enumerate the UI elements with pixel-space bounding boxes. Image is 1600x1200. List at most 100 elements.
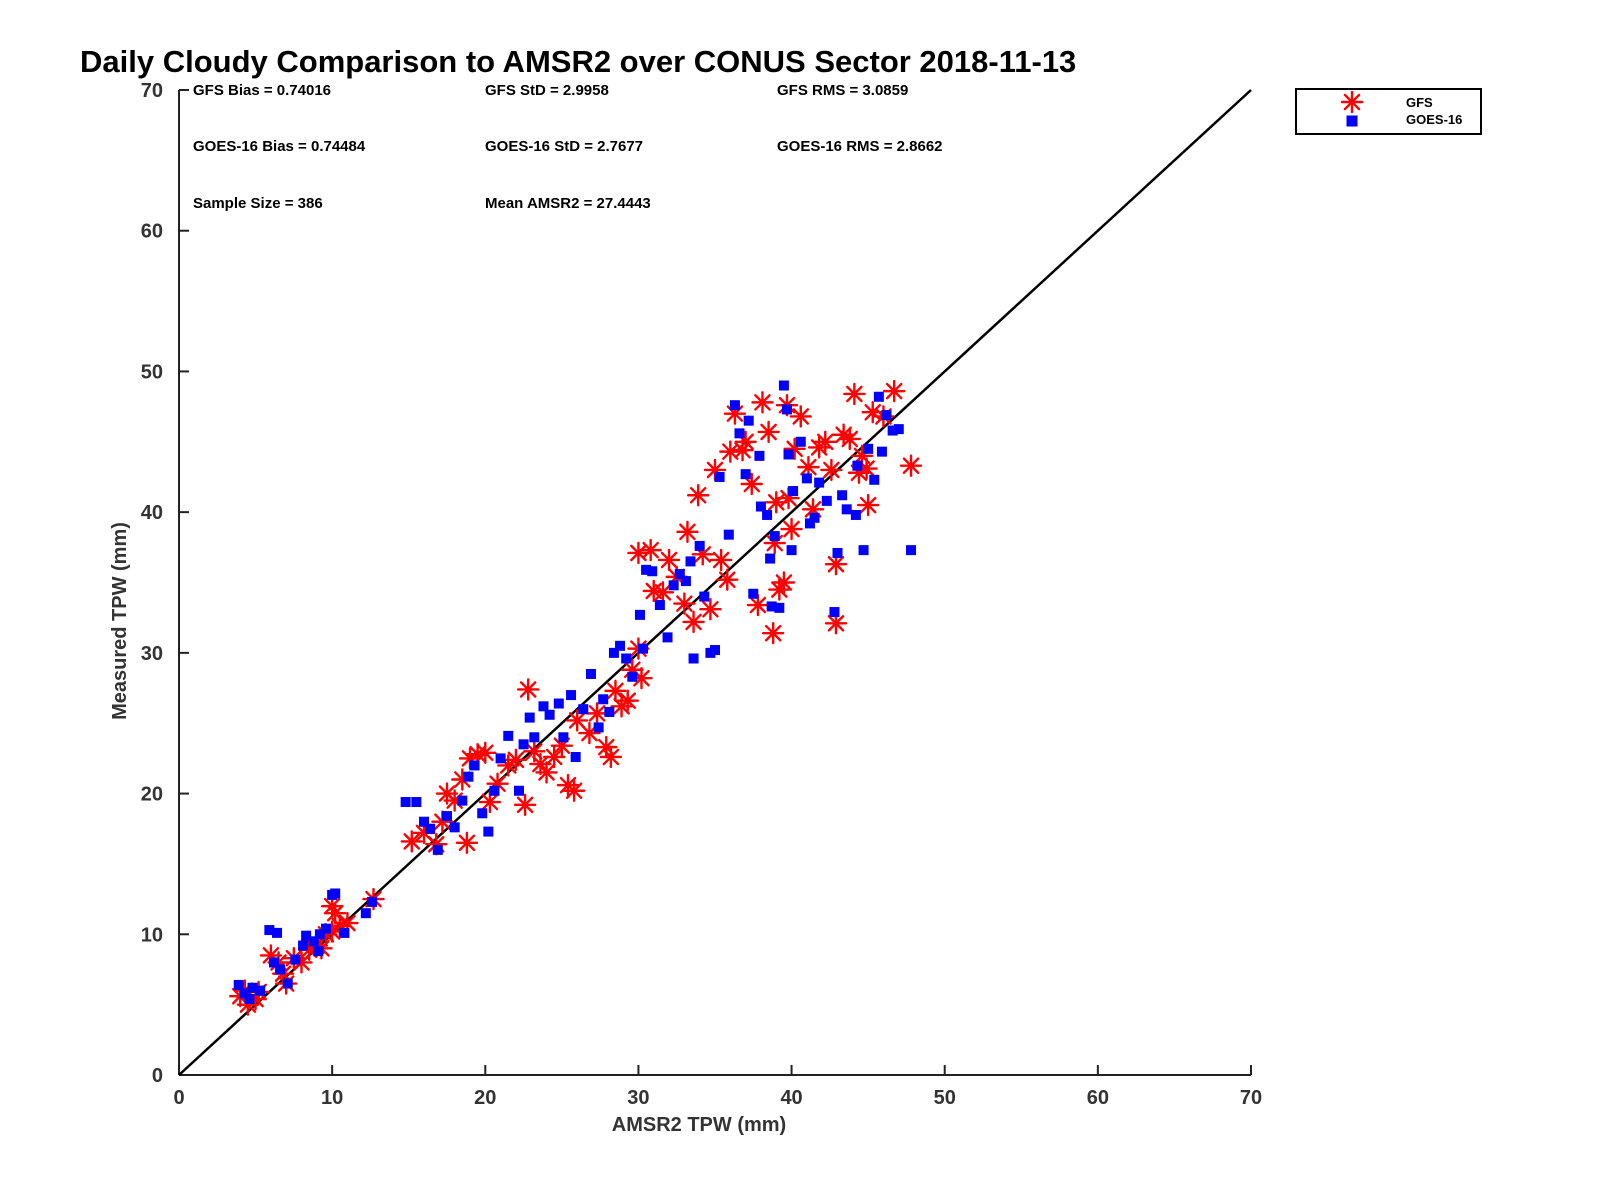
goes16-point	[662, 632, 673, 643]
goes16-point	[863, 443, 874, 454]
gfs-point	[716, 568, 739, 591]
goes16-point	[841, 504, 852, 515]
goes16-point	[881, 410, 892, 421]
gfs-point	[529, 752, 552, 776]
gfs-point	[400, 830, 423, 853]
goes16-point	[411, 797, 422, 808]
goes16-point	[524, 712, 535, 723]
goes16-point	[513, 785, 524, 796]
stat-gfs-bias: GFS Bias = 0.74016	[193, 82, 331, 99]
goes16-point	[755, 501, 766, 512]
goes16-point	[769, 531, 780, 542]
gfs-point	[336, 911, 359, 935]
x-tick-label: 30	[627, 1087, 649, 1109]
goes16-point	[723, 529, 734, 540]
goes16-point	[654, 600, 665, 611]
gfs-point	[740, 472, 763, 496]
goes16-point	[463, 771, 474, 782]
goes16-point	[887, 425, 898, 436]
goes16-point	[449, 822, 460, 833]
goes16-point	[489, 785, 500, 796]
goes16-point	[786, 545, 797, 556]
gfs-point	[899, 454, 923, 477]
goes16-point	[621, 653, 632, 664]
goes16-point	[638, 643, 649, 654]
goes16-point	[553, 698, 564, 709]
reference-line-group	[178, 89, 1252, 1076]
goes16-point	[298, 940, 309, 951]
goes16-point	[809, 512, 820, 523]
gfs-point	[814, 430, 837, 453]
chart-title: Daily Cloudy Comparison to AMSR2 over CO…	[80, 44, 1076, 79]
gfs-point	[699, 598, 722, 621]
goes16-point	[668, 580, 679, 591]
goes16-point	[469, 760, 480, 771]
goes16-point	[301, 930, 312, 941]
goes16-point	[783, 449, 794, 460]
goes16-point	[647, 566, 658, 577]
goes16-point	[566, 690, 577, 701]
goes16-point	[255, 985, 266, 996]
gfs-point	[616, 689, 639, 712]
goes16-point	[264, 925, 275, 936]
gfs-point	[599, 745, 623, 769]
legend: GFS GOES-16	[1295, 88, 1482, 135]
goes16-point	[685, 556, 696, 567]
stat-goes-std: GOES-16 StD = 2.7677	[485, 138, 643, 155]
goes16-point	[360, 908, 371, 919]
goes16-point	[419, 816, 430, 827]
gfs-point	[757, 420, 780, 444]
stat-sample-size: Sample Size = 386	[193, 195, 323, 212]
goes16-point	[876, 446, 887, 457]
gfs-point	[682, 610, 705, 634]
goes16-point	[774, 602, 785, 613]
gfs-point	[761, 621, 785, 645]
goes16-point	[272, 927, 283, 938]
goes16-point	[743, 415, 754, 426]
goes16-point	[869, 474, 880, 485]
x-tick-label: 0	[173, 1087, 184, 1109]
goes16-point	[275, 964, 286, 975]
goes16-point	[313, 946, 324, 957]
goes16-point	[282, 978, 293, 989]
x-axis-label: AMSR2 TPW (mm)	[612, 1114, 786, 1136]
stat-mean-amsr2: Mean AMSR2 = 27.4443	[485, 195, 651, 212]
goes16-point	[604, 706, 615, 717]
gfs-point	[535, 761, 558, 784]
goes16-point	[674, 569, 685, 580]
goes16-point	[804, 518, 815, 529]
goes16-point	[432, 844, 443, 855]
goes16-point	[641, 564, 652, 575]
goes16-point	[710, 645, 720, 656]
stat-gfs-std: GFS StD = 2.9958	[485, 82, 609, 99]
goes16-point	[290, 954, 301, 965]
goes16-point	[821, 495, 832, 506]
goes16-point	[734, 428, 745, 439]
goes16-point	[814, 477, 825, 488]
gfs-point	[562, 779, 586, 802]
goes16-point	[503, 730, 514, 741]
gfs-point	[789, 405, 812, 428]
legend-goes16-marker	[1346, 115, 1358, 127]
goes16-point	[400, 797, 411, 808]
gfs-point	[639, 538, 662, 562]
goes16-point	[593, 722, 604, 733]
goes16-point	[495, 753, 506, 764]
gfs-point	[673, 592, 696, 615]
goes16-point	[858, 545, 869, 556]
gfs-point	[474, 741, 497, 764]
goes16-point	[766, 601, 777, 612]
goes16-point	[518, 739, 529, 750]
x-tick-label: 40	[780, 1087, 802, 1109]
y-tick-label: 50	[141, 361, 163, 383]
goes16-point	[308, 936, 319, 947]
gfs-point	[751, 391, 774, 414]
gfs-point	[657, 548, 681, 572]
goes16-point	[570, 751, 581, 762]
goes16-point	[425, 823, 436, 834]
x-tick-label: 20	[474, 1087, 496, 1109]
stats-block: GFS Bias = 0.74016 GFS StD = 2.9958 GFS …	[193, 82, 943, 212]
goes16-point	[795, 436, 806, 447]
goes16-point	[729, 400, 740, 411]
gfs-point	[651, 581, 675, 604]
